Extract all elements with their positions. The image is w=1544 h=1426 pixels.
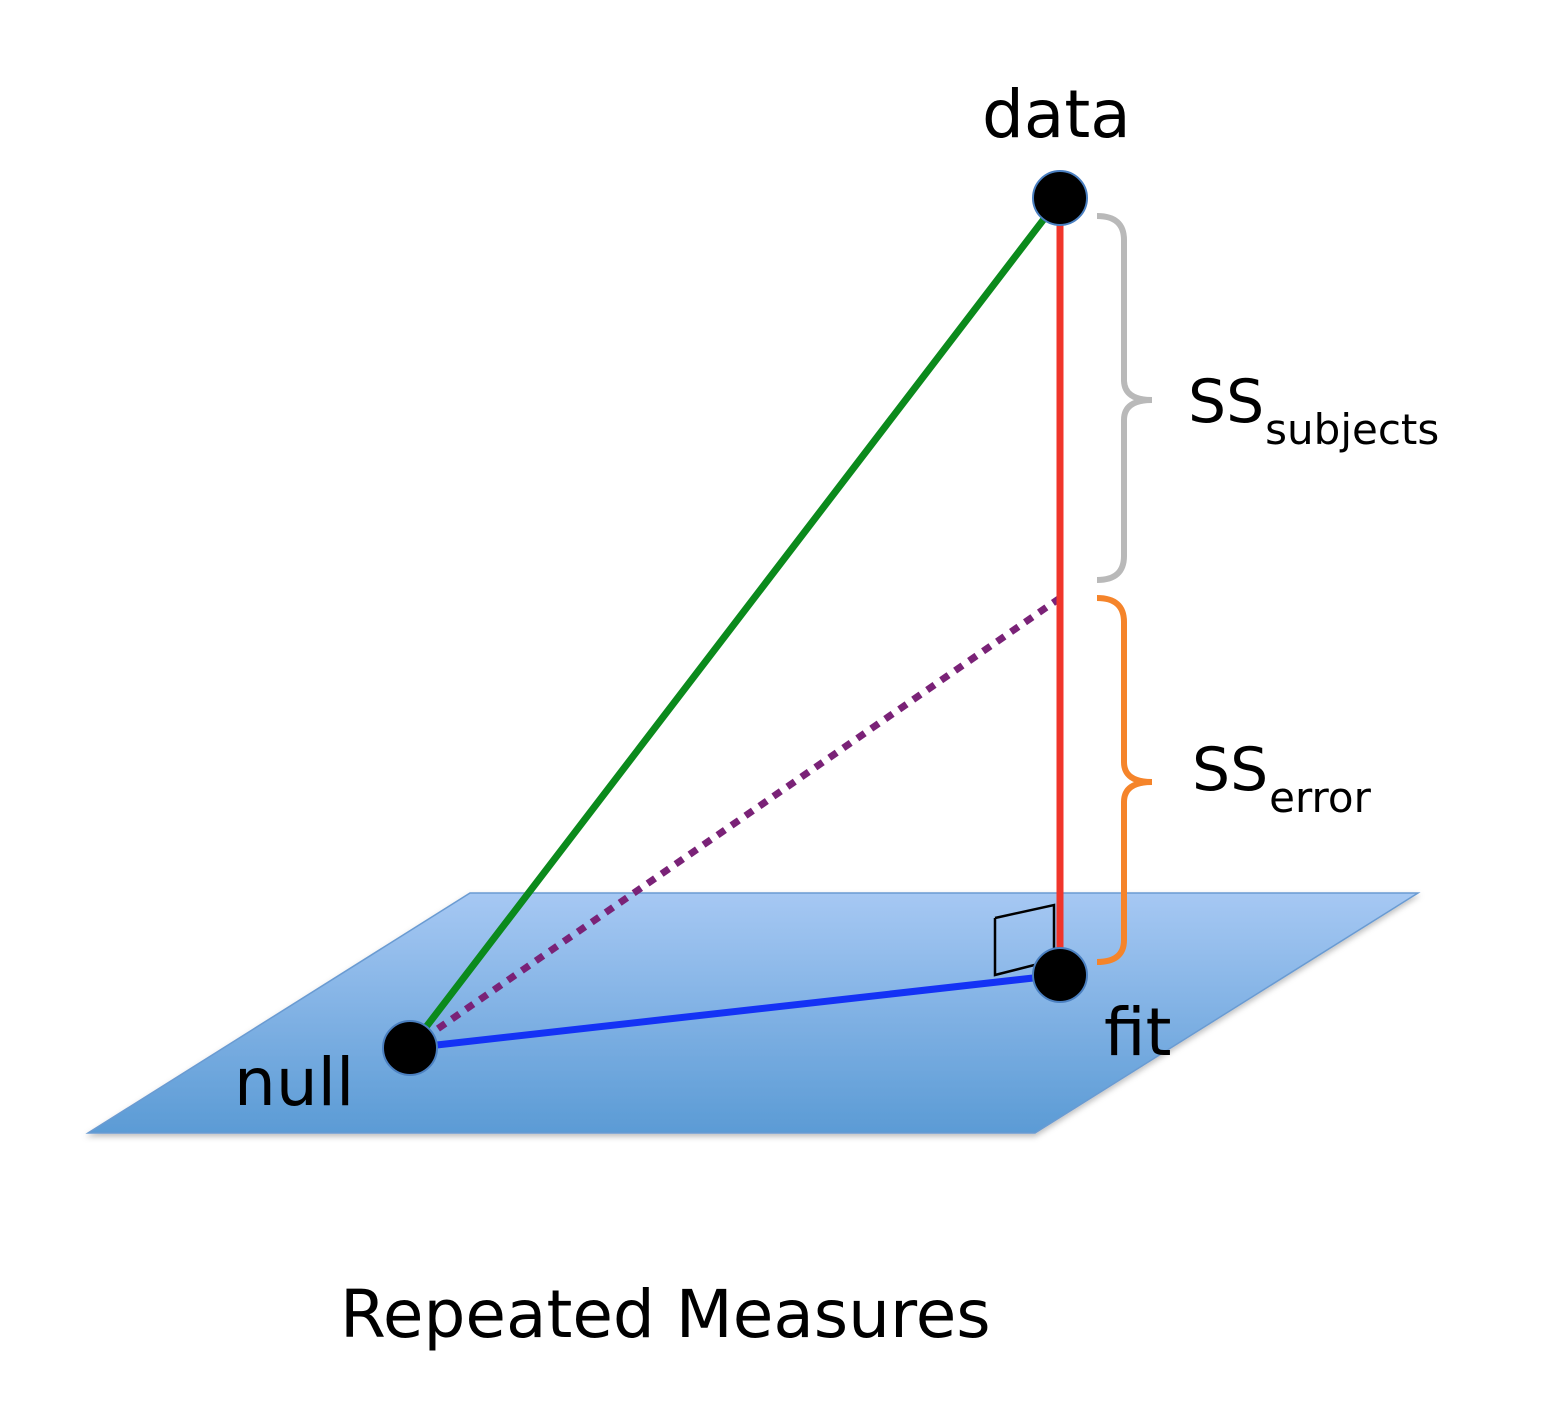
purple-dotted-line bbox=[408, 595, 1062, 1051]
caption: Repeated Measures bbox=[340, 1276, 991, 1353]
ss-error-label: SSerror bbox=[1192, 740, 1371, 819]
gray-brace-ss-subjects bbox=[1096, 213, 1153, 583]
ss-subjects-sub: subjects bbox=[1265, 405, 1440, 454]
null-point bbox=[382, 1020, 438, 1076]
null-label: null bbox=[234, 1044, 355, 1121]
ss-error-main: SS bbox=[1192, 735, 1269, 805]
ss-error-sub: error bbox=[1269, 773, 1371, 822]
orange-brace-ss-error bbox=[1096, 595, 1153, 965]
fit-point bbox=[1032, 947, 1088, 1003]
data-point bbox=[1032, 170, 1088, 226]
green-line-null-to-data bbox=[406, 194, 1064, 1052]
blue-line-null-to-fit bbox=[406, 971, 1064, 1052]
data-label: data bbox=[982, 76, 1131, 153]
ss-subjects-label: SSsubjects bbox=[1188, 372, 1439, 451]
fit-label: fit bbox=[1104, 994, 1172, 1071]
ss-subjects-main: SS bbox=[1188, 367, 1265, 437]
